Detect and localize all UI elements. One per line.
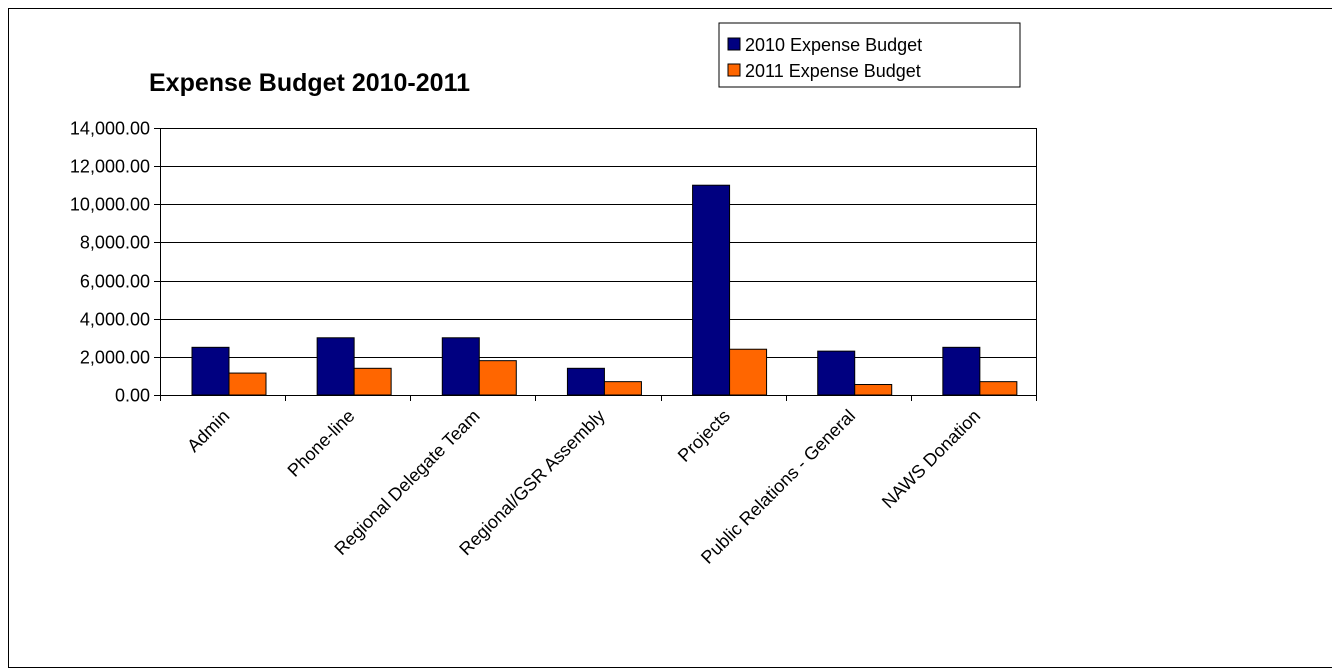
y-tick-labels: 0.00 2,000.00 4,000.00 6,000.00 8,000.00 10,0… [70, 119, 150, 406]
legend-box [718, 22, 1021, 88]
legend-label-2010: 2010 Expense Budget [745, 35, 922, 55]
bar-2010 [942, 346, 981, 396]
category-label: Regional Delegate Team [330, 406, 483, 559]
legend-swatch-2011 [727, 63, 741, 77]
category-label: Admin [183, 406, 233, 456]
bar-2010 [191, 346, 230, 396]
axes [154, 128, 1037, 401]
bar-2011 [729, 348, 768, 396]
category-label: Projects [674, 406, 734, 466]
category-label: NAWS Donation [878, 406, 984, 512]
y-tick-label: 14,000.00 [70, 119, 150, 139]
y-tick-label: 12,000.00 [70, 157, 150, 177]
y-tick-label: 8,000.00 [80, 233, 150, 253]
y-tick-label: 10,000.00 [70, 195, 150, 215]
chart-frame: Expense Budget 2010-2011 2010 Expense Bu… [8, 8, 1332, 668]
bar-2011 [979, 381, 1018, 396]
category-label: Phone-line [284, 406, 359, 481]
bar-2011 [854, 384, 893, 396]
bar-2011 [603, 381, 642, 396]
bar-2011 [353, 367, 392, 396]
expense-budget-chart: Expense Budget 2010-2011 2010 Expense Bu… [70, 22, 1037, 568]
bar-2011 [478, 360, 517, 396]
bar-2010 [692, 184, 731, 396]
y-tick-label: 2,000.00 [80, 348, 150, 368]
legend-swatch-2010 [727, 37, 741, 51]
chart-title: Expense Budget 2010-2011 [149, 69, 470, 97]
y-tick-label: 4,000.00 [80, 310, 150, 330]
bar-2010 [441, 337, 480, 396]
bar-2010 [566, 367, 605, 396]
category-label: Regional/GSR Assembly [455, 406, 609, 560]
legend-label-2011: 2011 Expense Budget [745, 61, 921, 81]
bar-2010 [316, 337, 355, 396]
bar-2011 [228, 372, 267, 396]
gridlines [160, 128, 1036, 396]
bar-2010 [817, 350, 856, 396]
y-tick-label: 0.00 [115, 386, 150, 406]
y-tick-label: 6,000.00 [80, 272, 150, 292]
legend: 2010 Expense Budget 2011 Expense Budget [718, 22, 1021, 88]
bars [191, 184, 1018, 396]
